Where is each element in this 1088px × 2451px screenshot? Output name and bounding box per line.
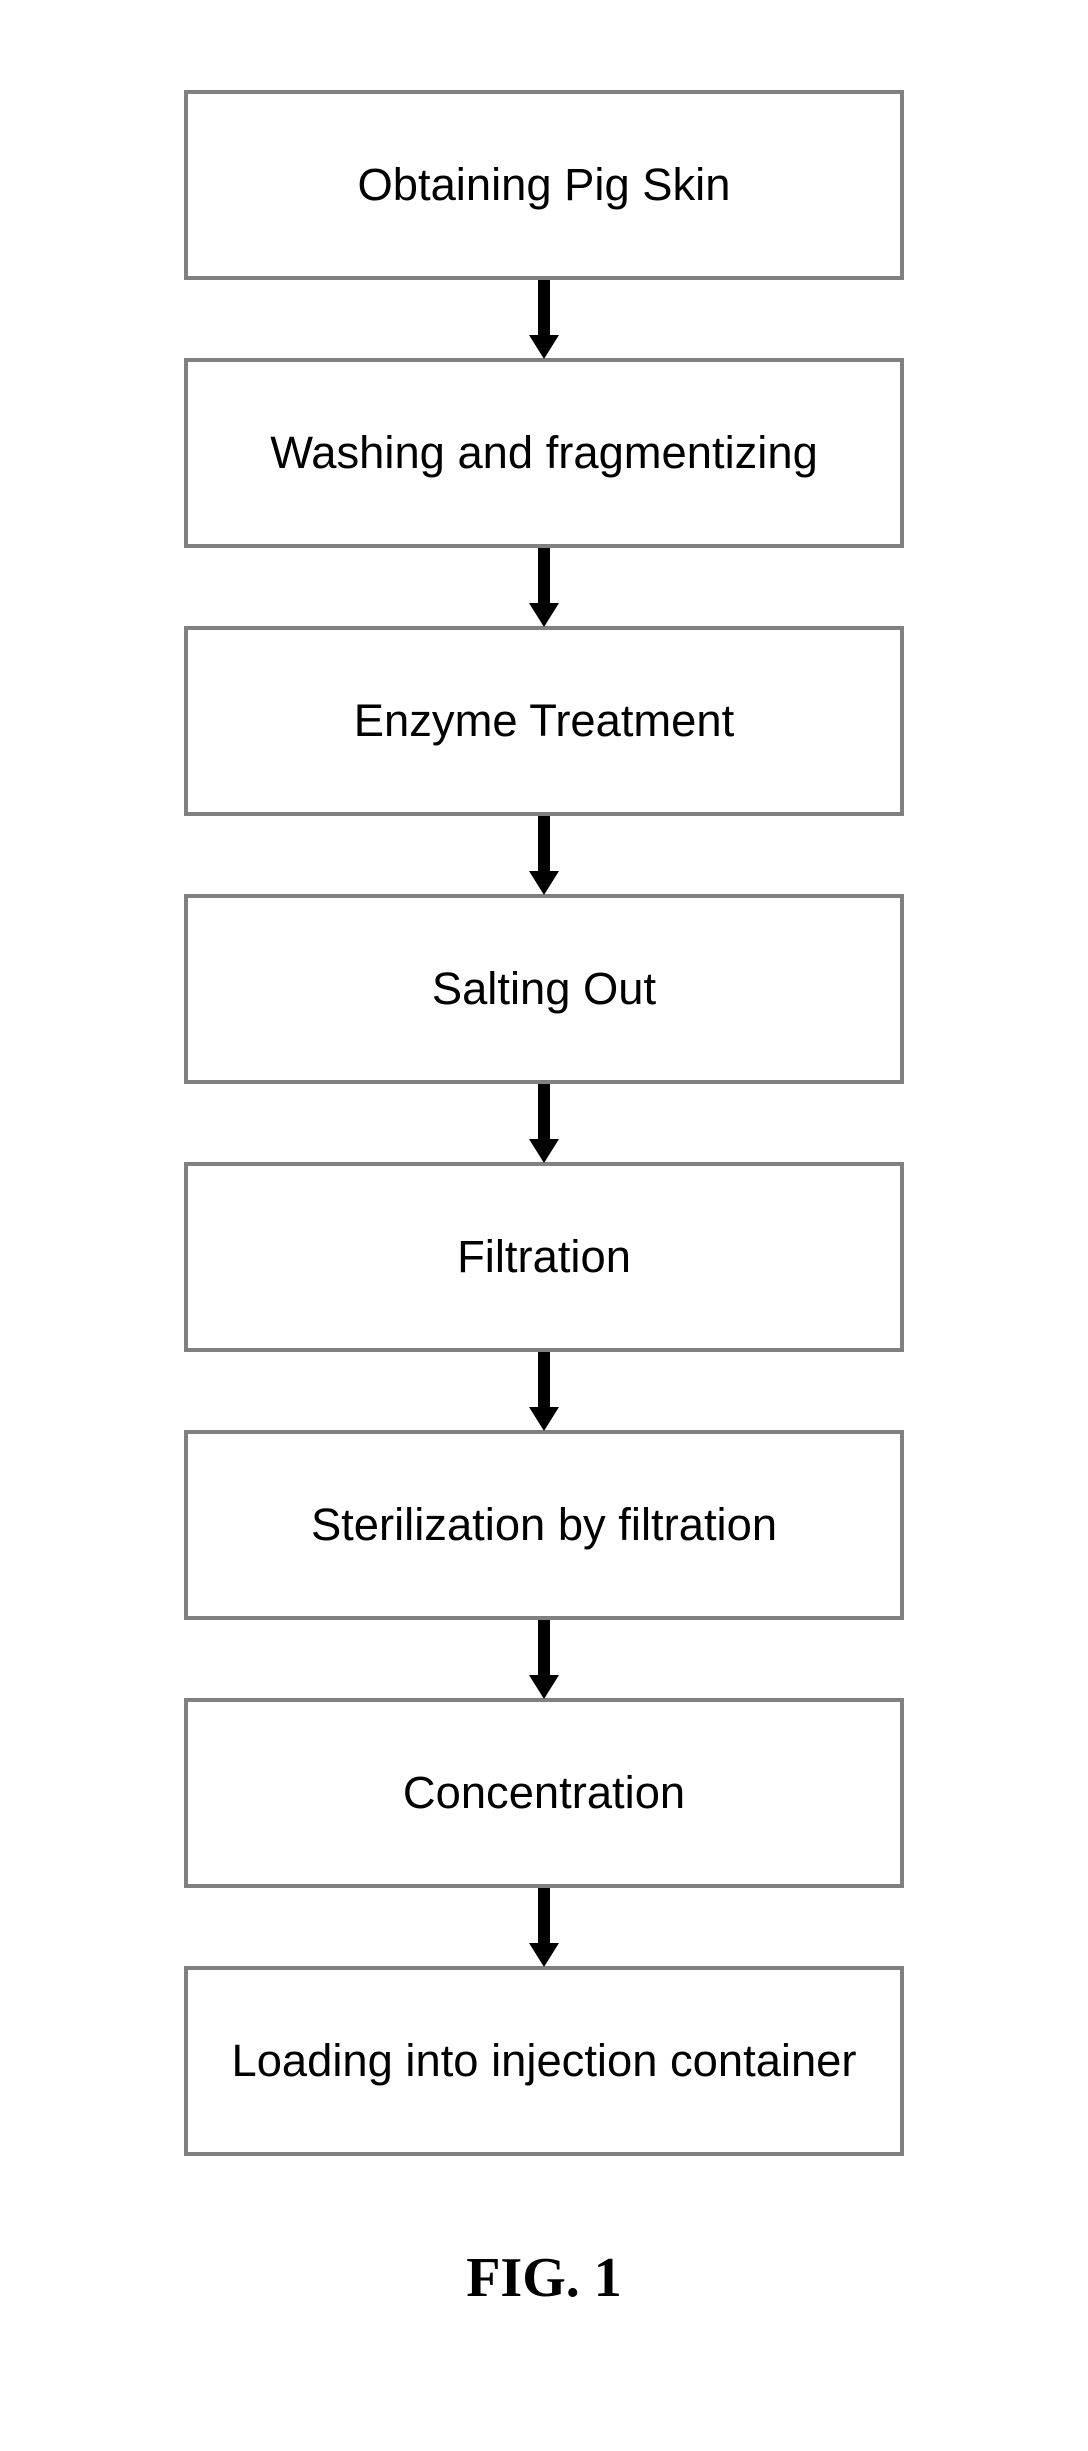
flow-arrow	[538, 1620, 550, 1676]
flow-step-label: Washing and fragmentizing	[270, 427, 818, 479]
flow-step: Salting Out	[184, 894, 904, 1084]
arrowhead-icon	[529, 1675, 559, 1699]
flow-step: Washing and fragmentizing	[184, 358, 904, 548]
arrowhead-icon	[529, 1139, 559, 1163]
flow-step: Concentration	[184, 1698, 904, 1888]
flow-step: Loading into injection container	[184, 1966, 904, 2156]
flow-step-label: Concentration	[403, 1767, 685, 1819]
page: Obtaining Pig Skin Washing and fragmentiz…	[0, 0, 1088, 2451]
flowchart: Obtaining Pig Skin Washing and fragmentiz…	[184, 90, 904, 2156]
flow-step-label: Enzyme Treatment	[354, 695, 734, 747]
flow-step: Filtration	[184, 1162, 904, 1352]
flow-arrow	[538, 1352, 550, 1408]
arrowhead-icon	[529, 871, 559, 895]
figure-caption: FIG. 1	[466, 2246, 622, 2310]
flow-step-label: Salting Out	[432, 963, 656, 1015]
flow-arrow	[538, 1084, 550, 1140]
arrowhead-icon	[529, 1407, 559, 1431]
flow-step: Obtaining Pig Skin	[184, 90, 904, 280]
arrowhead-icon	[529, 335, 559, 359]
flow-step-label: Filtration	[457, 1231, 631, 1283]
flow-step-label: Loading into injection container	[232, 2035, 857, 2087]
flow-step-label: Sterilization by filtration	[311, 1499, 777, 1551]
arrowhead-icon	[529, 1943, 559, 1967]
flow-step: Enzyme Treatment	[184, 626, 904, 816]
flow-arrow	[538, 548, 550, 604]
flow-step-label: Obtaining Pig Skin	[358, 159, 731, 211]
flow-arrow	[538, 280, 550, 336]
flow-step: Sterilization by filtration	[184, 1430, 904, 1620]
flow-arrow	[538, 1888, 550, 1944]
flow-arrow	[538, 816, 550, 872]
arrowhead-icon	[529, 603, 559, 627]
